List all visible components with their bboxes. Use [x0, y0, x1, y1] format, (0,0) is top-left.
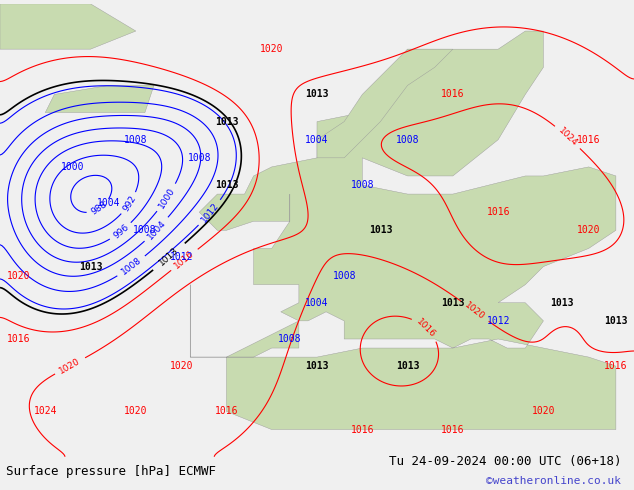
Text: 1020: 1020 — [58, 356, 82, 375]
Text: 1020: 1020 — [124, 406, 148, 416]
Text: 1008: 1008 — [278, 334, 302, 344]
Text: 988: 988 — [90, 200, 109, 217]
Text: 1004: 1004 — [146, 218, 167, 241]
Text: 1013: 1013 — [158, 246, 181, 268]
Text: 1020: 1020 — [169, 361, 193, 371]
Text: 1008: 1008 — [133, 225, 157, 235]
Text: 1016: 1016 — [6, 334, 30, 344]
Text: 1020: 1020 — [577, 225, 600, 235]
Text: 992: 992 — [121, 194, 138, 213]
Text: 1013: 1013 — [604, 316, 628, 326]
Text: 1008: 1008 — [188, 153, 211, 163]
Text: 1004: 1004 — [305, 135, 329, 145]
Text: 1013: 1013 — [215, 117, 238, 126]
Text: 1013: 1013 — [550, 298, 573, 308]
Text: Surface pressure [hPa] ECMWF: Surface pressure [hPa] ECMWF — [6, 465, 216, 478]
Text: 1013: 1013 — [305, 90, 329, 99]
Text: 1008: 1008 — [124, 135, 148, 145]
Text: 1016: 1016 — [577, 135, 600, 145]
Text: 1020: 1020 — [260, 44, 283, 54]
Polygon shape — [190, 31, 616, 430]
Polygon shape — [317, 49, 453, 158]
Text: 1013: 1013 — [441, 298, 465, 308]
Text: 1016: 1016 — [215, 406, 238, 416]
Text: 1013: 1013 — [215, 180, 238, 190]
Text: 1012: 1012 — [486, 316, 510, 326]
Text: 1004: 1004 — [305, 298, 329, 308]
Text: 1008: 1008 — [120, 256, 143, 277]
Text: 1024: 1024 — [557, 126, 579, 148]
Text: 1012: 1012 — [169, 252, 193, 263]
Text: ©weatheronline.co.uk: ©weatheronline.co.uk — [486, 476, 621, 486]
Text: 1012: 1012 — [199, 201, 221, 224]
Text: 1008: 1008 — [396, 135, 419, 145]
Polygon shape — [0, 4, 136, 49]
Text: 1013: 1013 — [305, 361, 329, 371]
Text: 1000: 1000 — [61, 162, 84, 172]
Polygon shape — [45, 85, 154, 113]
Text: 1004: 1004 — [97, 198, 120, 208]
Text: 1008: 1008 — [351, 180, 374, 190]
Text: 1013: 1013 — [79, 262, 102, 271]
Text: 1016: 1016 — [415, 317, 437, 340]
Text: Tu 24-09-2024 00:00 UTC (06+18): Tu 24-09-2024 00:00 UTC (06+18) — [389, 455, 621, 468]
Text: 1020: 1020 — [6, 270, 30, 281]
Text: 1016: 1016 — [604, 361, 628, 371]
Text: 996: 996 — [112, 222, 131, 241]
Text: 1008: 1008 — [332, 270, 356, 281]
Text: 1020: 1020 — [532, 406, 555, 416]
Text: 1020: 1020 — [463, 301, 487, 322]
Text: 1016: 1016 — [486, 207, 510, 217]
Text: 1013: 1013 — [368, 225, 392, 235]
Text: 1000: 1000 — [157, 186, 177, 210]
Text: 1016: 1016 — [441, 424, 465, 435]
Text: 1016: 1016 — [351, 424, 374, 435]
Text: 1013: 1013 — [396, 361, 419, 371]
Text: 1024: 1024 — [34, 406, 57, 416]
Text: 1016: 1016 — [441, 90, 465, 99]
Text: 1016: 1016 — [172, 249, 196, 270]
